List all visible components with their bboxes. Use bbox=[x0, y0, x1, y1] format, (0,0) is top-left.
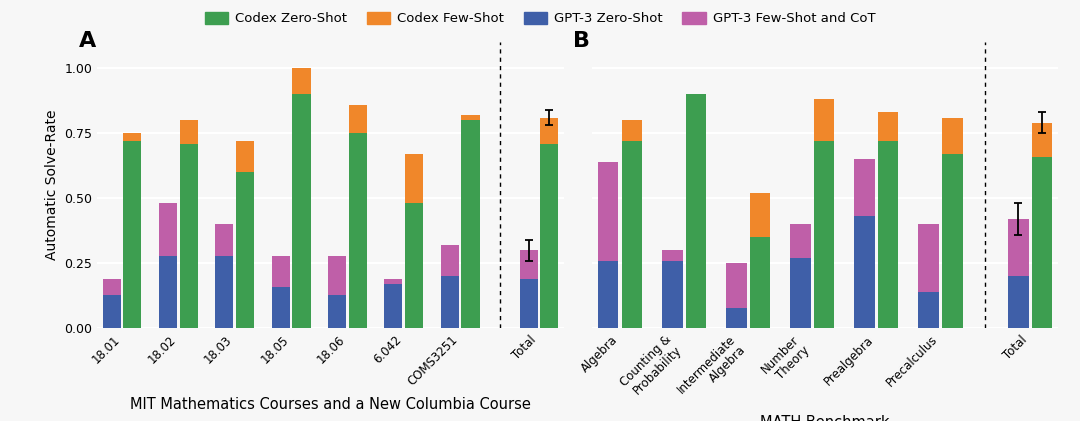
X-axis label: MATH Benchmark: MATH Benchmark bbox=[760, 416, 890, 421]
Bar bbox=[293, 94, 311, 328]
Bar bbox=[461, 120, 480, 328]
Bar bbox=[179, 144, 198, 328]
Bar bbox=[349, 104, 367, 133]
Bar bbox=[215, 256, 233, 328]
Bar bbox=[405, 203, 423, 328]
Bar bbox=[384, 279, 403, 284]
Bar bbox=[328, 295, 346, 328]
Bar bbox=[405, 154, 423, 203]
Bar bbox=[384, 284, 403, 328]
Bar bbox=[918, 292, 939, 328]
Bar bbox=[1031, 157, 1052, 328]
Bar bbox=[878, 112, 899, 141]
Bar bbox=[1008, 219, 1028, 276]
Bar bbox=[598, 261, 619, 328]
Bar bbox=[441, 276, 459, 328]
Bar bbox=[159, 256, 177, 328]
Bar bbox=[237, 141, 254, 172]
Bar bbox=[814, 141, 835, 328]
Bar bbox=[441, 245, 459, 276]
Bar bbox=[328, 256, 346, 295]
Bar bbox=[540, 144, 558, 328]
Bar bbox=[854, 216, 875, 328]
Bar bbox=[272, 287, 289, 328]
Text: B: B bbox=[573, 31, 590, 51]
Bar bbox=[791, 224, 811, 258]
Bar bbox=[519, 279, 538, 328]
Bar bbox=[103, 295, 121, 328]
Bar bbox=[103, 279, 121, 295]
Bar bbox=[215, 224, 233, 256]
Bar bbox=[942, 117, 962, 154]
Bar bbox=[814, 99, 835, 141]
Bar bbox=[237, 172, 254, 328]
Bar bbox=[878, 141, 899, 328]
Y-axis label: Automatic Solve-Rate: Automatic Solve-Rate bbox=[44, 110, 58, 261]
Bar bbox=[519, 250, 538, 279]
Bar bbox=[1031, 123, 1052, 157]
Bar bbox=[854, 159, 875, 216]
Bar bbox=[686, 94, 706, 328]
X-axis label: MIT Mathematics Courses and a New Columbia Course: MIT Mathematics Courses and a New Columb… bbox=[130, 397, 531, 412]
Bar bbox=[662, 250, 683, 261]
Bar bbox=[123, 141, 141, 328]
Bar bbox=[272, 256, 289, 287]
Bar bbox=[918, 224, 939, 292]
Bar bbox=[461, 115, 480, 120]
Bar bbox=[349, 133, 367, 328]
Bar bbox=[791, 258, 811, 328]
Text: A: A bbox=[79, 31, 96, 51]
Bar bbox=[726, 263, 746, 308]
Bar bbox=[598, 162, 619, 261]
Bar bbox=[1008, 276, 1028, 328]
Bar bbox=[123, 133, 141, 141]
Bar bbox=[540, 117, 558, 144]
Bar bbox=[726, 308, 746, 328]
Bar bbox=[159, 203, 177, 256]
Bar bbox=[622, 120, 643, 141]
Bar bbox=[942, 154, 962, 328]
Bar bbox=[293, 68, 311, 94]
Bar bbox=[750, 237, 770, 328]
Bar bbox=[179, 120, 198, 144]
Bar bbox=[622, 141, 643, 328]
Bar bbox=[750, 193, 770, 237]
Legend: Codex Zero-Shot, Codex Few-Shot, GPT-3 Zero-Shot, GPT-3 Few-Shot and CoT: Codex Zero-Shot, Codex Few-Shot, GPT-3 Z… bbox=[200, 7, 880, 31]
Bar bbox=[662, 261, 683, 328]
